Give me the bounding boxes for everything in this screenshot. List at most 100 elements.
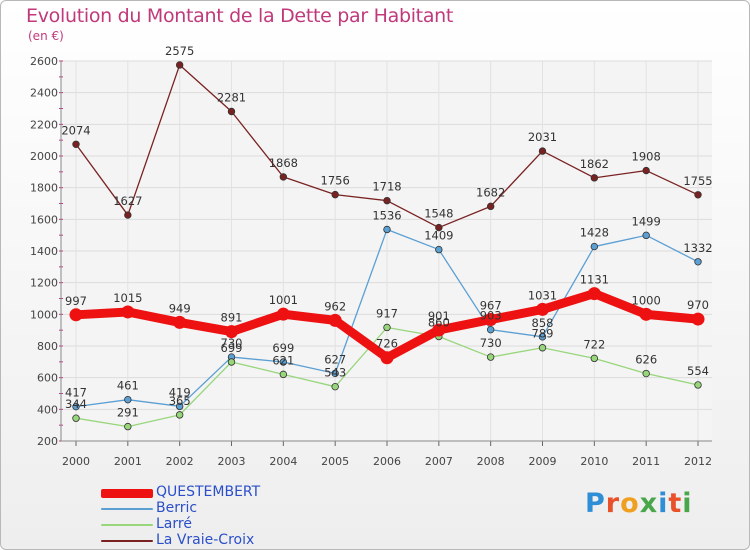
y-tick-label: 1200	[30, 277, 58, 290]
data-label-la-vraie-croix: 2031	[528, 130, 557, 144]
data-label-questembert: 1001	[269, 293, 298, 307]
logo-letter: x	[639, 488, 659, 519]
logo-letter: t	[668, 488, 683, 519]
data-point-berric	[590, 242, 599, 251]
y-tick-label: 400	[37, 403, 58, 416]
data-point-larr-	[383, 323, 391, 332]
data-point-larr-	[175, 411, 184, 419]
data-label-berric: 1536	[372, 208, 401, 222]
x-tick-label: 2002	[166, 455, 194, 468]
data-label-questembert: 1031	[528, 288, 557, 302]
data-point-larr-	[227, 358, 236, 366]
data-label-questembert: 1015	[113, 291, 142, 305]
logo-letter: P	[585, 488, 606, 519]
data-label-larr-: 365	[169, 394, 191, 408]
data-point-questembert	[225, 325, 238, 339]
data-label-questembert: 967	[480, 299, 502, 313]
legend-swatch-berric	[101, 508, 153, 510]
y-tick-label: 2000	[30, 150, 58, 163]
data-label-la-vraie-croix: 1868	[269, 156, 298, 170]
data-point-berric	[538, 333, 547, 341]
data-label-larr-: 554	[687, 364, 709, 378]
data-label-larr-: 344	[65, 397, 87, 411]
x-tick-label: 2003	[218, 455, 246, 468]
data-label-berric: 461	[117, 379, 139, 393]
data-label-larr-: 789	[532, 327, 554, 341]
y-tick-label: 2400	[30, 87, 58, 100]
data-label-berric: 627	[324, 352, 346, 366]
x-tick-label: 2001	[114, 455, 142, 468]
data-label-larr-: 291	[117, 406, 139, 420]
data-point-la-vraie-croix	[486, 202, 495, 211]
data-label-questembert: 970	[687, 298, 709, 312]
data-label-berric: 1428	[580, 226, 609, 240]
data-point-questembert	[328, 313, 342, 327]
data-point-larr-	[694, 381, 702, 389]
data-point-larr-	[642, 369, 650, 378]
data-point-questembert	[484, 313, 498, 327]
data-label-la-vraie-croix: 1627	[113, 194, 142, 208]
y-tick-label: 800	[37, 340, 58, 353]
data-point-berric	[72, 402, 80, 411]
data-label-questembert: 891	[221, 311, 243, 325]
data-point-larr-	[590, 354, 599, 363]
data-point-questembert	[536, 302, 549, 316]
data-label-larr-: 860	[428, 316, 450, 330]
data-point-la-vraie-croix	[590, 174, 599, 182]
data-point-la-vraie-croix	[435, 223, 443, 232]
data-label-larr-: 699	[221, 341, 243, 355]
data-label-larr-: 543	[324, 366, 346, 380]
data-point-questembert	[69, 308, 83, 322]
logo-letter: r	[605, 488, 621, 519]
data-point-la-vraie-croix	[694, 191, 702, 199]
legend-swatch-questembert	[101, 488, 153, 498]
legend-label-larr-: Larré	[156, 516, 192, 532]
data-point-larr-	[538, 344, 547, 352]
data-label-la-vraie-croix: 1718	[372, 180, 401, 194]
data-point-larr-	[331, 382, 339, 391]
logo-letter: o	[620, 488, 640, 519]
data-label-la-vraie-croix: 1682	[476, 185, 505, 199]
data-label-questembert: 1000	[632, 293, 661, 307]
data-label-larr-: 730	[480, 336, 502, 350]
data-label-la-vraie-croix: 1862	[580, 157, 609, 171]
logo-letter: i	[658, 488, 669, 519]
legend-swatch-la-vraie-croix	[101, 540, 153, 542]
data-point-larr-	[279, 370, 288, 379]
y-tick-label: 1600	[30, 213, 58, 226]
x-tick-label: 2004	[269, 455, 297, 468]
x-tick-label: 2006	[373, 455, 401, 468]
data-label-la-vraie-croix: 1756	[321, 174, 350, 188]
x-tick-label: 2008	[477, 455, 505, 468]
data-label-questembert: 997	[65, 294, 87, 308]
data-point-questembert	[173, 315, 187, 329]
data-point-berric	[331, 369, 339, 378]
data-label-larr-: 917	[376, 306, 398, 320]
legend-swatch-larr-	[101, 524, 153, 526]
data-point-berric	[694, 258, 702, 266]
data-label-questembert: 962	[324, 299, 346, 313]
data-label-questembert: 1131	[580, 273, 609, 287]
legend-label-questembert: QUESTEMBERT	[156, 484, 261, 500]
data-point-berric	[175, 402, 184, 411]
proxiti-logo: Proxiti	[585, 488, 693, 519]
data-point-berric	[435, 245, 443, 254]
data-point-la-vraie-croix	[72, 140, 80, 148]
data-label-la-vraie-croix: 2575	[165, 44, 194, 58]
data-point-la-vraie-croix	[331, 190, 339, 199]
data-label-berric: 419	[169, 385, 191, 399]
data-point-questembert	[121, 305, 135, 319]
data-label-berric: 417	[65, 386, 87, 400]
data-point-larr-	[124, 422, 132, 431]
data-label-la-vraie-croix: 1755	[683, 174, 712, 188]
y-tick-label: 600	[37, 372, 58, 385]
x-tick-label: 2000	[62, 455, 90, 468]
data-label-berric: 1499	[632, 214, 661, 228]
y-tick-label: 1000	[30, 308, 58, 321]
data-point-berric	[279, 358, 288, 366]
data-label-questembert: 949	[169, 301, 191, 315]
data-point-la-vraie-croix	[279, 173, 288, 181]
data-point-questembert	[380, 351, 394, 365]
